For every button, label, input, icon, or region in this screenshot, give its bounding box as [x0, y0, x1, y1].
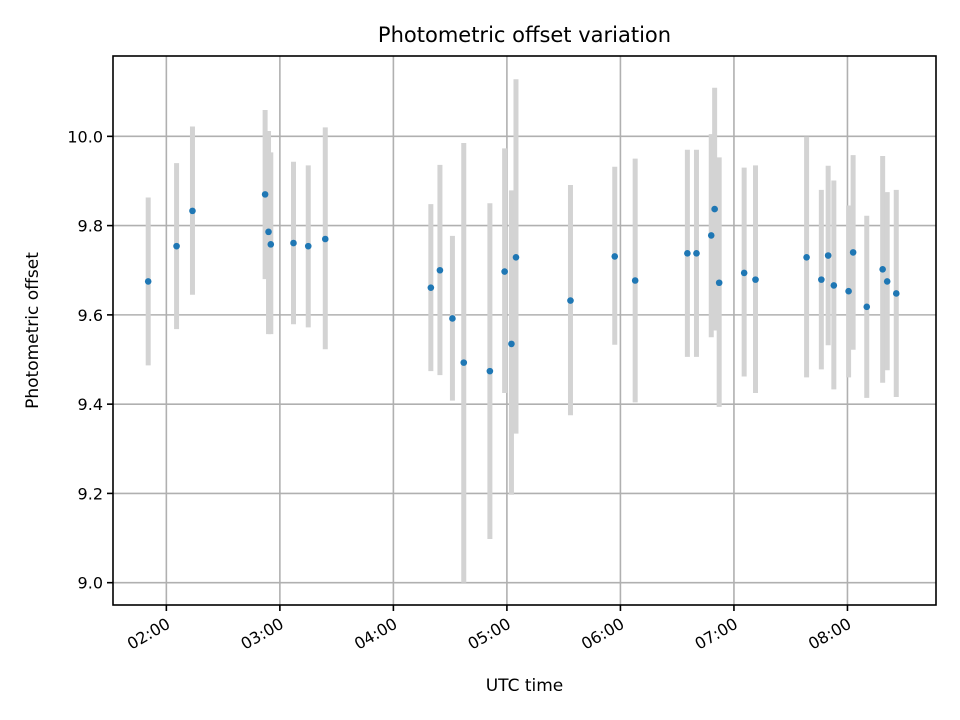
y-tick-label: 9.2: [78, 484, 103, 503]
data-point: [304, 242, 312, 250]
data-point: [267, 241, 275, 248]
y-axis-label: Photometric offset: [23, 252, 43, 409]
x-tick-label: 07:00: [692, 614, 741, 654]
data-points: [144, 191, 900, 375]
x-tick-label: 06:00: [578, 614, 627, 654]
y-tick-label: 9.6: [78, 306, 103, 325]
data-point: [631, 277, 639, 284]
data-point: [824, 252, 832, 259]
data-point: [427, 284, 435, 291]
data-point: [290, 239, 297, 247]
x-tick-label: 04:00: [351, 614, 400, 654]
data-point: [173, 242, 180, 250]
data-point: [512, 253, 520, 261]
y-axis-ticks: 9.0 9.2 9.4 9.6 9.8 10.0: [67, 127, 113, 593]
data-point: [879, 266, 886, 273]
data-point: [830, 282, 838, 289]
data-point: [567, 297, 574, 304]
data-point: [501, 268, 508, 275]
y-tick-label: 9.4: [78, 395, 103, 414]
error-bars: [145, 79, 899, 583]
data-point: [892, 290, 900, 297]
y-tick-label: 9.8: [78, 217, 103, 236]
x-tick-label: 08:00: [805, 614, 854, 654]
y-tick-label: 10.0: [67, 127, 103, 146]
chart-title: Photometric offset variation: [378, 23, 671, 47]
data-point: [436, 266, 444, 274]
data-point: [711, 205, 718, 213]
data-point: [611, 253, 619, 260]
x-axis-ticks: 02:00 03:00 04:00 05:00 06:00 07:00 08:00: [124, 605, 854, 654]
data-point: [486, 367, 494, 375]
data-point: [752, 276, 759, 283]
x-tick-label: 05:00: [464, 614, 513, 654]
data-point: [883, 278, 891, 285]
data-point: [508, 340, 515, 348]
x-tick-label: 02:00: [124, 614, 173, 654]
data-point: [693, 249, 700, 257]
data-point: [265, 228, 272, 236]
x-tick-label: 03:00: [237, 614, 286, 654]
x-axis-label: UTC time: [486, 676, 564, 696]
plot-frame: [112, 55, 937, 606]
data-point: [863, 303, 871, 311]
data-point: [261, 191, 269, 198]
data-point: [818, 276, 825, 283]
grid-lines: [113, 56, 936, 605]
data-point: [707, 232, 715, 239]
data-point: [803, 253, 810, 261]
data-point: [321, 235, 329, 243]
data-point: [144, 278, 152, 285]
data-point: [189, 207, 196, 215]
data-point: [849, 249, 857, 256]
y-tick-label: 9.0: [78, 574, 103, 593]
data-point: [740, 269, 748, 277]
data-point: [460, 359, 468, 366]
data-point: [684, 249, 691, 257]
data-point: [449, 315, 456, 322]
data-point: [715, 279, 723, 287]
data-point: [845, 287, 852, 295]
